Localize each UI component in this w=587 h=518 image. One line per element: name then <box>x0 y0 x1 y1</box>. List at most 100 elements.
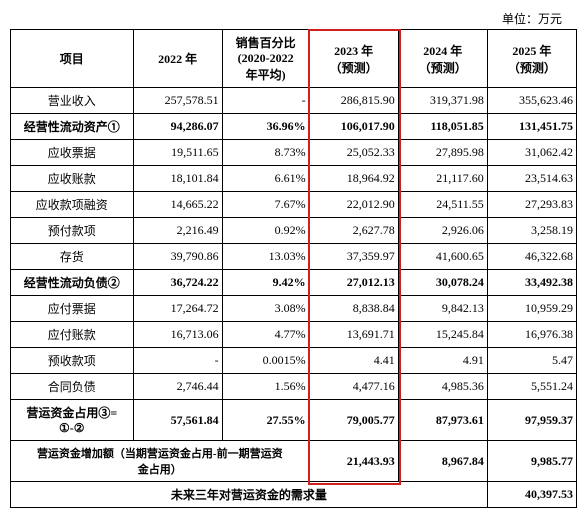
cell: 9,842.13 <box>398 296 487 322</box>
cell: 营业收入 <box>11 88 134 114</box>
cell: 3,258.19 <box>487 218 576 244</box>
table-row: 应收款项融资14,665.227.67%22,012.9024,511.5527… <box>11 192 577 218</box>
header-2023: 2023 年 （预测） <box>309 30 398 88</box>
header-2024: 2024 年 （预测） <box>398 30 487 88</box>
table-row: 预收款项-0.0015%4.414.915.47 <box>11 348 577 374</box>
cell: 应付账款 <box>11 322 134 348</box>
table-body: 营业收入257,578.51-286,815.90319,371.98355,6… <box>11 88 577 508</box>
cell: 3.08% <box>222 296 309 322</box>
cell: 5.47 <box>487 348 576 374</box>
cell: 33,492.38 <box>487 270 576 296</box>
cell: 87,973.61 <box>398 400 487 441</box>
table-row: 经营性流动资产①94,286.0736.96%106,017.90118,051… <box>11 114 577 140</box>
table-row: 存货39,790.8613.03%37,359.9741,600.6546,32… <box>11 244 577 270</box>
cell: 2,926.06 <box>398 218 487 244</box>
cell: 24,511.55 <box>398 192 487 218</box>
cell: 46,322.68 <box>487 244 576 270</box>
cell: 0.92% <box>222 218 309 244</box>
table-row: 应付账款16,713.064.77%13,691.7115,245.8416,9… <box>11 322 577 348</box>
cell: 4,985.36 <box>398 374 487 400</box>
header-row: 项目 2022 年 销售百分比 (2020-2022 年平均) 2023 年 （… <box>11 30 577 88</box>
cell: 应收票据 <box>11 140 134 166</box>
table-row: 应收票据19,511.658.73%25,052.3327,895.9831,0… <box>11 140 577 166</box>
header-2025: 2025 年 （预测） <box>487 30 576 88</box>
cell: 4.77% <box>222 322 309 348</box>
cell: 2,746.44 <box>133 374 222 400</box>
cell: - <box>133 348 222 374</box>
cell: 97,959.37 <box>487 400 576 441</box>
cell: 预付款项 <box>11 218 134 244</box>
table-row: 应收账款18,101.846.61%18,964.9221,117.6023,5… <box>11 166 577 192</box>
cell: - <box>222 88 309 114</box>
table-container: 单位：万元 项目 2022 年 销售百分比 (2020-2022 年平均) 20… <box>10 10 577 508</box>
header-item: 项目 <box>11 30 134 88</box>
cell: 4.91 <box>398 348 487 374</box>
cell: 8,838.84 <box>309 296 398 322</box>
delta-row: 营运资金增加额（当期营运资金占用-前一期营运资 金占用）21,443.938,9… <box>11 441 577 482</box>
table-row: 合同负债2,746.441.56%4,477.164,985.365,551.2… <box>11 374 577 400</box>
cell: 13,691.71 <box>309 322 398 348</box>
cell: 19,511.65 <box>133 140 222 166</box>
cell: 应收账款 <box>11 166 134 192</box>
cell: 94,286.07 <box>133 114 222 140</box>
cell: 14,665.22 <box>133 192 222 218</box>
unit-label: 单位：万元 <box>10 10 577 27</box>
cell: 0.0015% <box>222 348 309 374</box>
cell: 57,561.84 <box>133 400 222 441</box>
cell: 9.42% <box>222 270 309 296</box>
cell: 10,959.29 <box>487 296 576 322</box>
cell: 8.73% <box>222 140 309 166</box>
cell: 21,443.93 <box>309 441 398 482</box>
cell: 2,627.78 <box>309 218 398 244</box>
cell: 18,101.84 <box>133 166 222 192</box>
cell: 79,005.77 <box>309 400 398 441</box>
cell: 2,216.49 <box>133 218 222 244</box>
cell: 预收款项 <box>11 348 134 374</box>
cell: 7.67% <box>222 192 309 218</box>
cell: 16,976.38 <box>487 322 576 348</box>
cell: 39,790.86 <box>133 244 222 270</box>
cell: 1.56% <box>222 374 309 400</box>
cell: 23,514.63 <box>487 166 576 192</box>
footer-label: 未来三年对营运资金的需求量 <box>11 482 488 508</box>
financial-table: 项目 2022 年 销售百分比 (2020-2022 年平均) 2023 年 （… <box>10 29 577 508</box>
cell: 应收款项融资 <box>11 192 134 218</box>
cell: 4.41 <box>309 348 398 374</box>
table-row: 经营性流动负债②36,724.229.42%27,012.1330,078.24… <box>11 270 577 296</box>
cell: 应付票据 <box>11 296 134 322</box>
cell: 257,578.51 <box>133 88 222 114</box>
cell: 22,012.90 <box>309 192 398 218</box>
cell: 存货 <box>11 244 134 270</box>
cell: 31,062.42 <box>487 140 576 166</box>
cell: 16,713.06 <box>133 322 222 348</box>
cell: 27.55% <box>222 400 309 441</box>
cell: 17,264.72 <box>133 296 222 322</box>
cell: 营运资金占用③= ①-② <box>11 400 134 441</box>
cell: 41,600.65 <box>398 244 487 270</box>
footer-value: 40,397.53 <box>487 482 576 508</box>
cell: 18,964.92 <box>309 166 398 192</box>
cell: 36,724.22 <box>133 270 222 296</box>
table-row: 应付票据17,264.723.08%8,838.849,842.1310,959… <box>11 296 577 322</box>
table-row: 预付款项2,216.490.92%2,627.782,926.063,258.1… <box>11 218 577 244</box>
cell: 27,293.83 <box>487 192 576 218</box>
cell: 27,895.98 <box>398 140 487 166</box>
cell: 15,245.84 <box>398 322 487 348</box>
cell: 经营性流动负债② <box>11 270 134 296</box>
cell: 30,078.24 <box>398 270 487 296</box>
cell: 13.03% <box>222 244 309 270</box>
table-row: 营业收入257,578.51-286,815.90319,371.98355,6… <box>11 88 577 114</box>
cell: 27,012.13 <box>309 270 398 296</box>
cell: 286,815.90 <box>309 88 398 114</box>
cell: 355,623.46 <box>487 88 576 114</box>
cell: 25,052.33 <box>309 140 398 166</box>
cell: 9,985.77 <box>487 441 576 482</box>
cell: 36.96% <box>222 114 309 140</box>
footer-row: 未来三年对营运资金的需求量40,397.53 <box>11 482 577 508</box>
cell: 37,359.97 <box>309 244 398 270</box>
cell: 21,117.60 <box>398 166 487 192</box>
delta-label: 营运资金增加额（当期营运资金占用-前一期营运资 金占用） <box>11 441 310 482</box>
cell: 319,371.98 <box>398 88 487 114</box>
cell: 经营性流动资产① <box>11 114 134 140</box>
cell: 6.61% <box>222 166 309 192</box>
